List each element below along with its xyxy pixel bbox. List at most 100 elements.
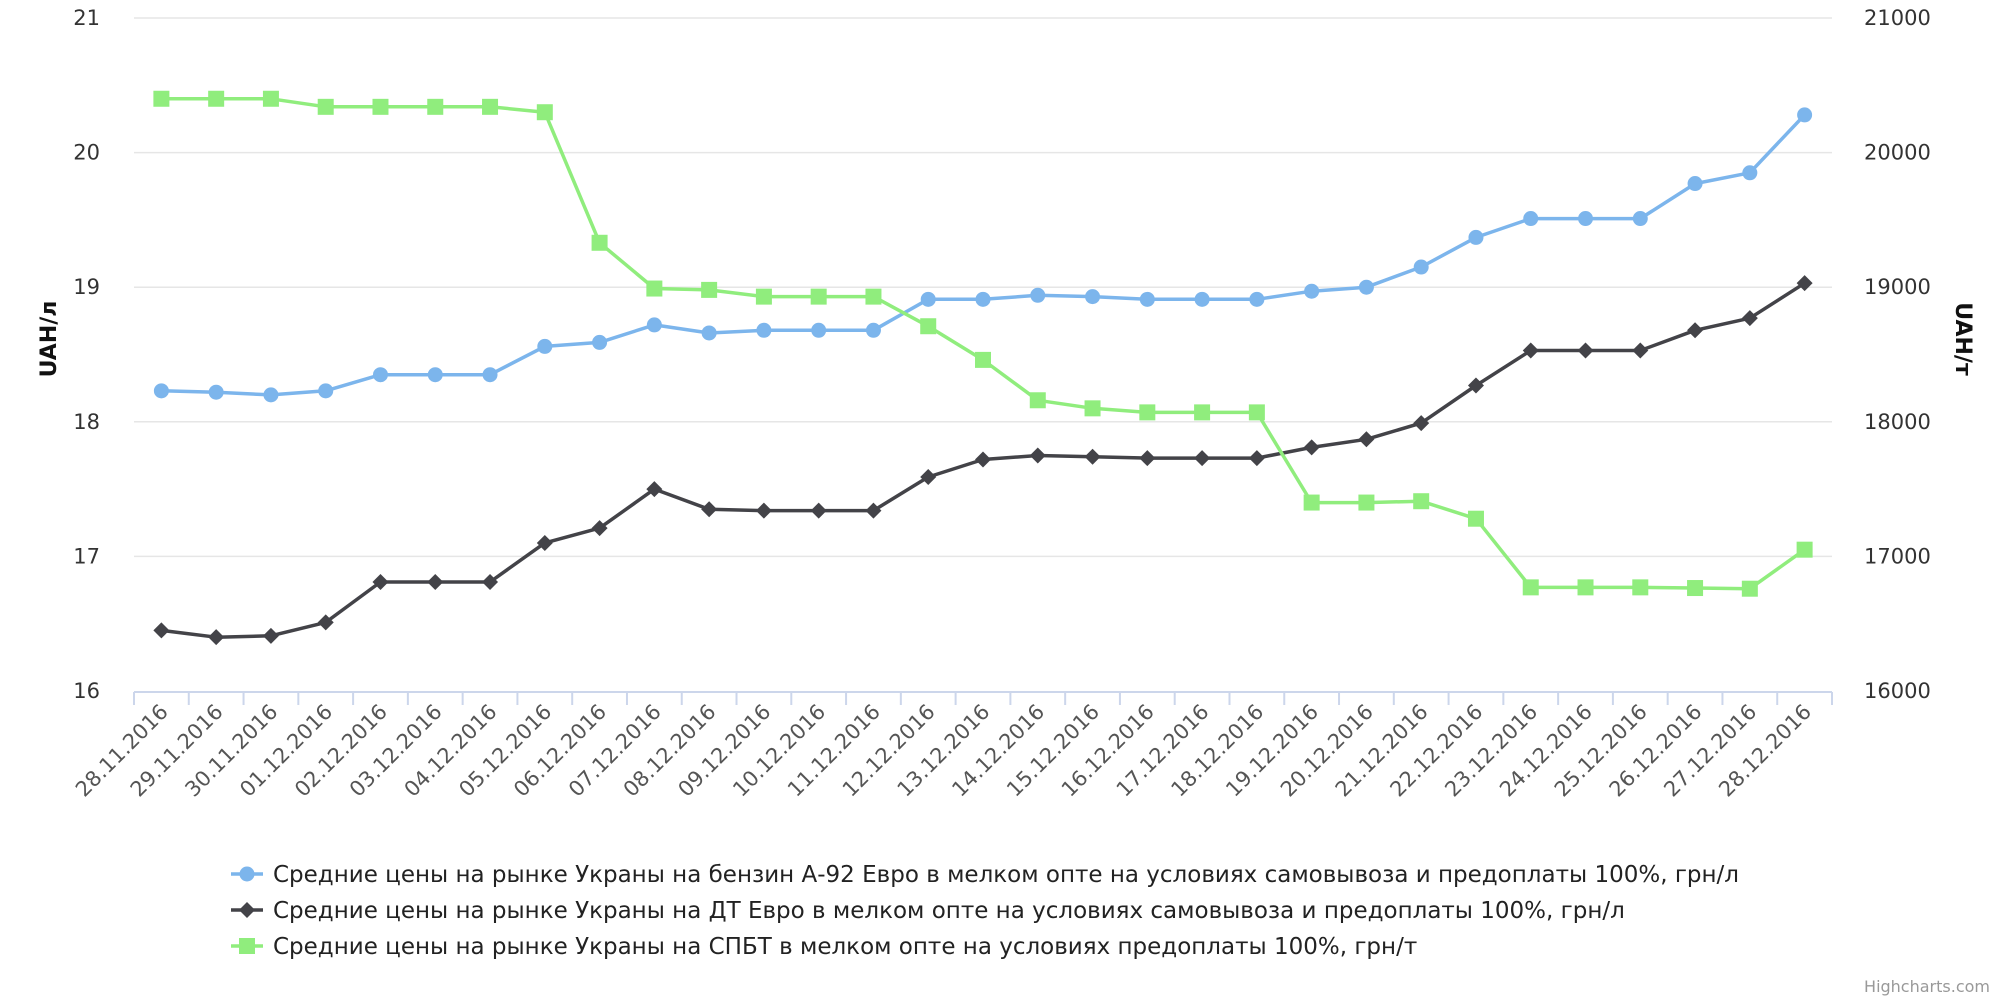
legend-label: Средние цены на рынке Украны на СПБТ в м… [273, 934, 1417, 960]
plot-series [153, 90, 1813, 646]
data-point [646, 280, 663, 297]
data-point [646, 317, 662, 333]
legend-item[interactable]: Средние цены на рынке Украны на бензин А… [231, 862, 1739, 888]
y-left-tick-label: 18 [73, 410, 100, 434]
data-point [208, 629, 225, 646]
legend-item[interactable]: Средние цены на рынке Украны на ДТ Евро … [231, 898, 1625, 924]
y-right-tick-label: 17000 [1864, 544, 1931, 568]
y-axis-right-title: UAH/т [1950, 302, 1975, 376]
data-point [1632, 579, 1649, 596]
data-point [1194, 450, 1211, 467]
data-point [1632, 342, 1649, 359]
y-left-tick-label: 17 [73, 544, 100, 568]
data-point [810, 502, 827, 519]
data-point [1358, 494, 1375, 511]
data-point [482, 367, 498, 383]
data-point [865, 288, 882, 305]
data-point [592, 334, 608, 350]
data-point [1522, 579, 1539, 596]
data-point [975, 351, 991, 368]
data-point [1084, 400, 1101, 417]
data-point [153, 622, 170, 639]
data-point [262, 627, 279, 644]
data-point [975, 291, 991, 307]
series-3 [153, 90, 1813, 597]
data-point [1139, 291, 1155, 307]
data-point [646, 481, 663, 498]
credits-link[interactable]: Highcharts.com [1864, 977, 1990, 996]
y-right-tick-label: 19000 [1864, 275, 1931, 299]
data-point [755, 288, 772, 305]
data-point [756, 322, 772, 338]
y-right-tick-label: 20000 [1864, 141, 1931, 165]
data-point [262, 90, 279, 107]
data-point [317, 98, 334, 115]
data-point [1303, 439, 1320, 456]
data-point [1358, 279, 1374, 295]
data-point [482, 573, 499, 590]
data-point [701, 281, 718, 298]
data-point [1248, 404, 1265, 421]
legend-item[interactable]: Средние цены на рынке Украны на СПБТ в м… [231, 934, 1417, 960]
data-point [536, 104, 553, 121]
data-point [1578, 211, 1594, 227]
data-point [1358, 431, 1375, 448]
data-point [865, 502, 882, 519]
data-point [1413, 493, 1430, 510]
data-point [1413, 415, 1430, 432]
data-point [1467, 377, 1484, 394]
data-point [1523, 211, 1539, 227]
data-point [1632, 211, 1648, 227]
data-point [1687, 176, 1703, 192]
data-point [1796, 275, 1813, 292]
data-point [263, 387, 279, 403]
data-point [1139, 404, 1156, 421]
data-point [1194, 404, 1211, 421]
data-point [1797, 107, 1813, 123]
data-point [536, 534, 553, 551]
y-left-tick-label: 21 [73, 6, 100, 30]
data-point [427, 573, 444, 590]
data-point [372, 367, 388, 383]
data-point [591, 520, 608, 537]
data-point [811, 322, 827, 338]
data-point [1304, 283, 1320, 299]
data-point [1522, 342, 1539, 359]
data-point [1139, 450, 1156, 467]
data-point [701, 501, 718, 518]
data-point [1577, 579, 1594, 596]
data-point [1030, 287, 1046, 303]
data-point [1796, 541, 1813, 558]
data-point [153, 90, 170, 107]
data-point [208, 90, 225, 107]
data-point [239, 866, 255, 882]
data-point [318, 383, 334, 399]
y-axis-left-title: UAH/л [37, 301, 62, 378]
data-point [1468, 229, 1484, 245]
data-point [1303, 494, 1320, 511]
data-point [372, 98, 389, 115]
data-point [1085, 289, 1101, 305]
data-point [372, 573, 389, 590]
data-point [1687, 580, 1704, 597]
y-left-tick-label: 16 [73, 679, 100, 703]
legend: Средние цены на рынке Украны на бензин А… [231, 862, 1739, 960]
y-axis-left: 16 17 18 19 20 21 [73, 6, 100, 703]
data-point [537, 338, 553, 354]
series-1 [153, 107, 1813, 403]
data-point [1029, 392, 1046, 409]
y-right-tick-label: 21000 [1864, 6, 1931, 30]
data-point [427, 98, 444, 115]
data-point [975, 451, 991, 468]
data-point [317, 614, 334, 631]
data-point [755, 502, 772, 519]
data-point [810, 288, 827, 305]
y-axis-right: 16000 17000 18000 19000 20000 21000 [1864, 6, 1931, 703]
x-axis-labels: 28.11.201629.11.201630.11.201601.12.2016… [71, 700, 1816, 802]
data-point [427, 367, 443, 383]
data-point [1249, 291, 1265, 307]
data-point [920, 318, 937, 335]
y-left-tick-label: 20 [73, 141, 100, 165]
legend-label: Средние цены на рынке Украны на бензин А… [273, 862, 1739, 888]
